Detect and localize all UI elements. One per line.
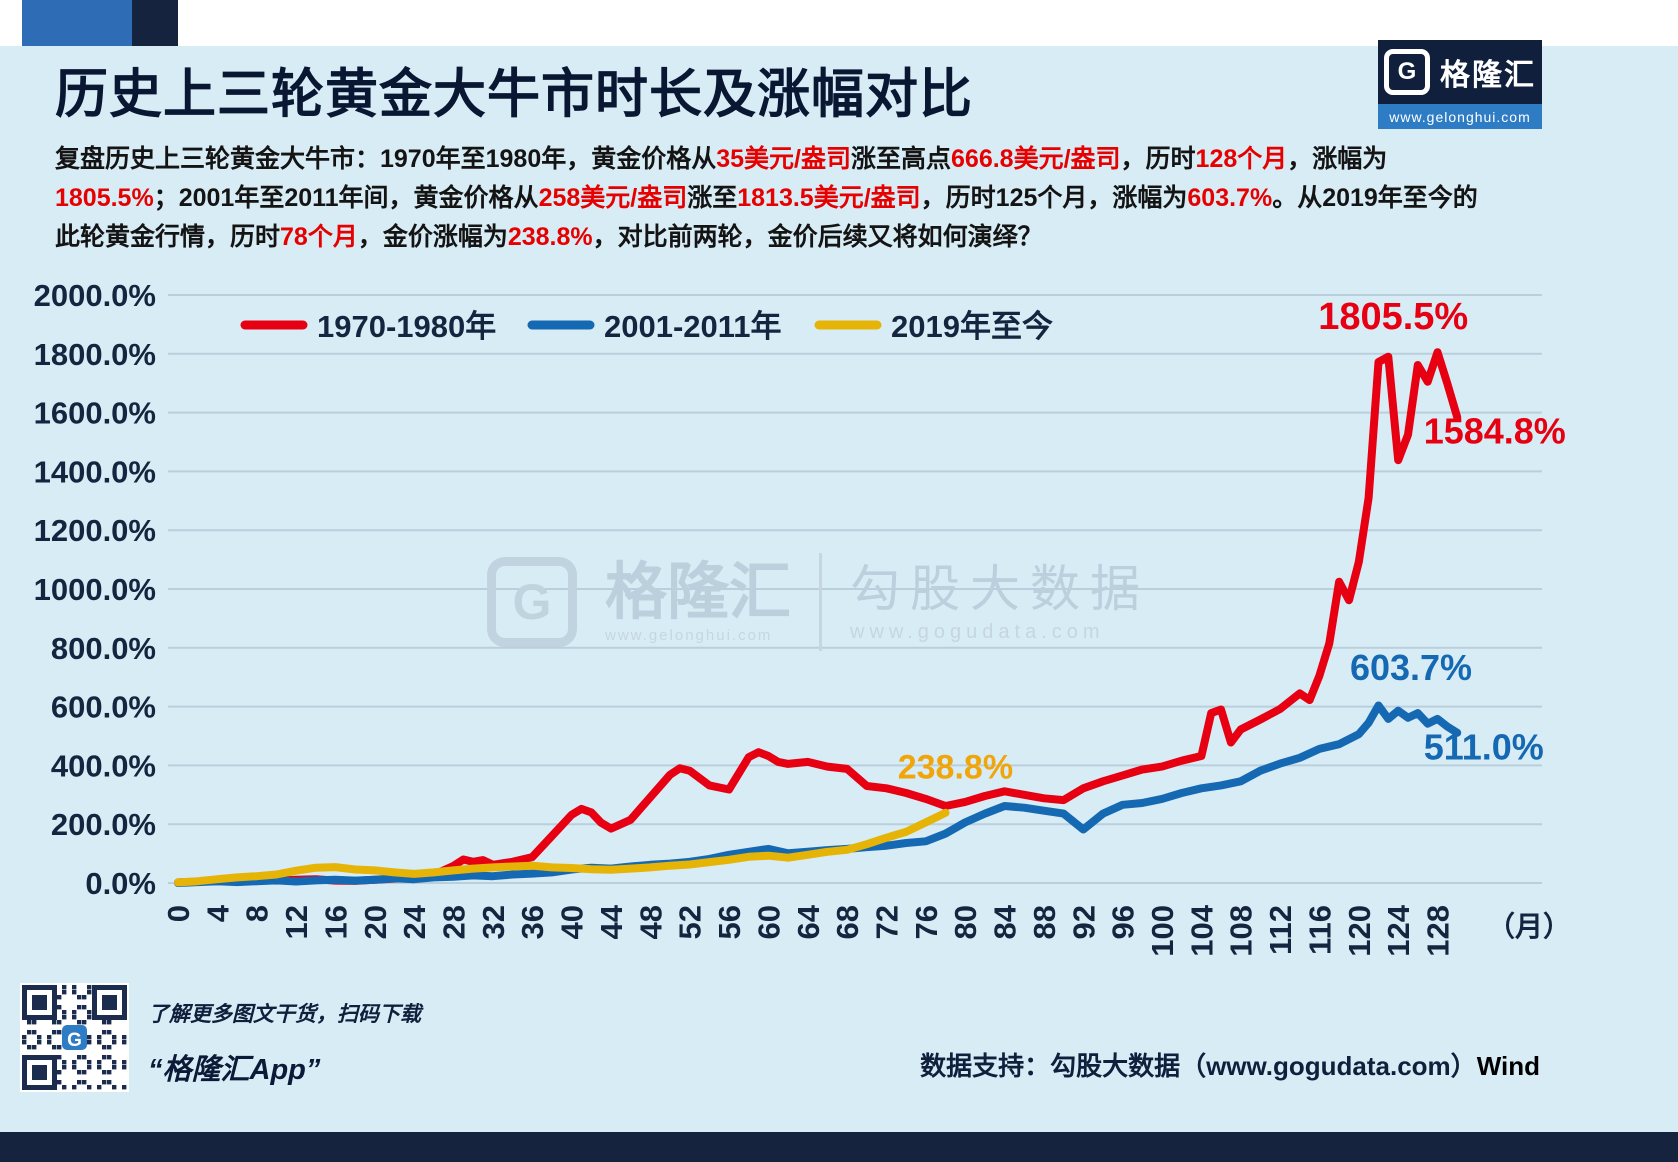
bottom-bar xyxy=(0,1132,1678,1162)
highlight-value: 78个月 xyxy=(280,223,358,251)
svg-text:48: 48 xyxy=(633,905,668,939)
svg-text:68: 68 xyxy=(830,905,865,939)
intro-text: 涨至 xyxy=(687,184,738,212)
svg-text:52: 52 xyxy=(673,905,708,939)
highlight-value: 603.7% xyxy=(1187,184,1273,212)
qr-code-svg: G xyxy=(22,985,127,1090)
svg-text:603.7%: 603.7% xyxy=(1350,647,1472,688)
credit-wind: Wind xyxy=(1476,1051,1540,1081)
highlight-value: 1805.5% xyxy=(55,184,154,212)
svg-text:2019年至今: 2019年至今 xyxy=(891,309,1053,344)
svg-text:200.0%: 200.0% xyxy=(51,807,156,842)
page-title: 历史上三轮黄金大牛市时长及涨幅对比 xyxy=(55,65,973,124)
intro-paragraph: 复盘历史上三轮黄金大牛市：1970年至1980年，黄金价格从35美元/盎司涨至高… xyxy=(55,140,1485,257)
svg-text:72: 72 xyxy=(870,905,905,939)
intro-text: ，涨幅为 xyxy=(1287,145,1388,173)
svg-text:36: 36 xyxy=(515,905,550,939)
svg-text:1800.0%: 1800.0% xyxy=(34,337,156,372)
svg-text:88: 88 xyxy=(1027,905,1062,939)
svg-text:4: 4 xyxy=(200,904,235,922)
deco-blue-rect xyxy=(22,0,132,46)
svg-text:（月）: （月） xyxy=(1487,910,1571,942)
svg-text:32: 32 xyxy=(476,905,511,939)
gold-bull-chart: 0.0% 200.0% 400.0% 600.0% 800.0% 1000.0% 1200.… xyxy=(34,278,1571,957)
svg-text:600.0%: 600.0% xyxy=(51,690,156,725)
svg-text:64: 64 xyxy=(791,904,826,939)
svg-text:124: 124 xyxy=(1381,904,1416,956)
svg-text:12: 12 xyxy=(279,905,314,939)
svg-text:24: 24 xyxy=(397,904,432,939)
gelonghui-logo-icon: G xyxy=(1384,49,1430,95)
app-label: “格隆汇App” xyxy=(148,1054,321,1086)
svg-text:44: 44 xyxy=(594,904,629,939)
highlight-value: 128个月 xyxy=(1195,145,1288,173)
svg-text:400.0%: 400.0% xyxy=(51,748,156,783)
gelonghui-logo: G 格隆汇 www.gelonghui.com xyxy=(1378,40,1542,129)
svg-text:20: 20 xyxy=(358,905,393,939)
svg-text:1970-1980年: 1970-1980年 xyxy=(317,309,496,344)
intro-text: ；2001年至2011年间，黄金价格从 xyxy=(153,184,539,212)
intro-text: 。从2019年至今的此轮黄金行情，历时 xyxy=(55,184,1478,251)
highlight-value: 1813.5美元/盎司 xyxy=(737,184,921,212)
svg-text:2001-2011年: 2001-2011年 xyxy=(604,309,782,344)
svg-text:128: 128 xyxy=(1421,905,1456,957)
svg-text:0.0%: 0.0% xyxy=(85,866,156,901)
qr-code: G xyxy=(20,983,129,1092)
qr-caption: 了解更多图文干货，扫码下载 xyxy=(148,1003,421,1026)
highlight-value: 666.8美元/盎司 xyxy=(951,145,1121,173)
svg-text:28: 28 xyxy=(437,905,472,939)
logo-main: G 格隆汇 xyxy=(1378,40,1542,104)
logo-url: www.gelonghui.com xyxy=(1378,104,1542,129)
svg-text:84: 84 xyxy=(988,904,1023,939)
svg-text:1600.0%: 1600.0% xyxy=(34,396,156,431)
svg-text:96: 96 xyxy=(1106,905,1141,939)
svg-text:92: 92 xyxy=(1066,905,1101,939)
svg-text:1805.5%: 1805.5% xyxy=(1318,296,1468,338)
svg-text:1584.8%: 1584.8% xyxy=(1424,411,1566,452)
svg-text:G: G xyxy=(67,1030,82,1051)
data-credit: 数据支持：勾股大数据（www.gogudata.com）Wind xyxy=(920,1046,1540,1083)
svg-text:800.0%: 800.0% xyxy=(51,631,156,666)
svg-text:112: 112 xyxy=(1263,905,1298,955)
svg-text:2000.0%: 2000.0% xyxy=(34,278,156,313)
intro-text: ，历时 xyxy=(1120,145,1196,173)
highlight-value: 238.8% xyxy=(507,223,593,251)
highlight-value: 35美元/盎司 xyxy=(716,145,851,173)
intro-text: ，历时125个月，涨幅为 xyxy=(920,184,1188,212)
credit-text: 数据支持：勾股大数据（www.gogudata.com） xyxy=(920,1051,1477,1081)
svg-text:1200.0%: 1200.0% xyxy=(34,513,156,548)
svg-text:120: 120 xyxy=(1342,905,1377,957)
svg-text:238.8%: 238.8% xyxy=(898,749,1013,787)
svg-text:100: 100 xyxy=(1145,905,1180,957)
top-strip xyxy=(0,0,1678,46)
svg-text:60: 60 xyxy=(751,905,786,939)
svg-text:8: 8 xyxy=(240,905,275,922)
svg-text:76: 76 xyxy=(909,905,944,939)
highlight-value: 258美元/盎司 xyxy=(538,184,688,212)
svg-text:80: 80 xyxy=(948,905,983,939)
svg-text:116: 116 xyxy=(1302,905,1337,955)
svg-text:511.0%: 511.0% xyxy=(1424,727,1544,768)
intro-text: 复盘历史上三轮黄金大牛市：1970年至1980年，黄金价格从 xyxy=(55,145,717,173)
svg-text:0: 0 xyxy=(161,905,196,922)
svg-text:1000.0%: 1000.0% xyxy=(34,572,156,607)
svg-text:40: 40 xyxy=(555,905,590,939)
svg-text:108: 108 xyxy=(1224,905,1259,957)
svg-text:104: 104 xyxy=(1184,904,1219,956)
svg-text:1400.0%: 1400.0% xyxy=(34,454,156,489)
svg-text:56: 56 xyxy=(712,905,747,939)
svg-text:16: 16 xyxy=(318,905,353,939)
deco-navy-rect xyxy=(132,0,178,46)
intro-text: ，金价涨幅为 xyxy=(357,223,508,251)
logo-brand-name: 格隆汇 xyxy=(1440,59,1536,92)
intro-text: 涨至高点 xyxy=(851,145,952,173)
intro-text: ，对比前两轮，金价后续又将如何演绎？ xyxy=(592,223,1043,251)
